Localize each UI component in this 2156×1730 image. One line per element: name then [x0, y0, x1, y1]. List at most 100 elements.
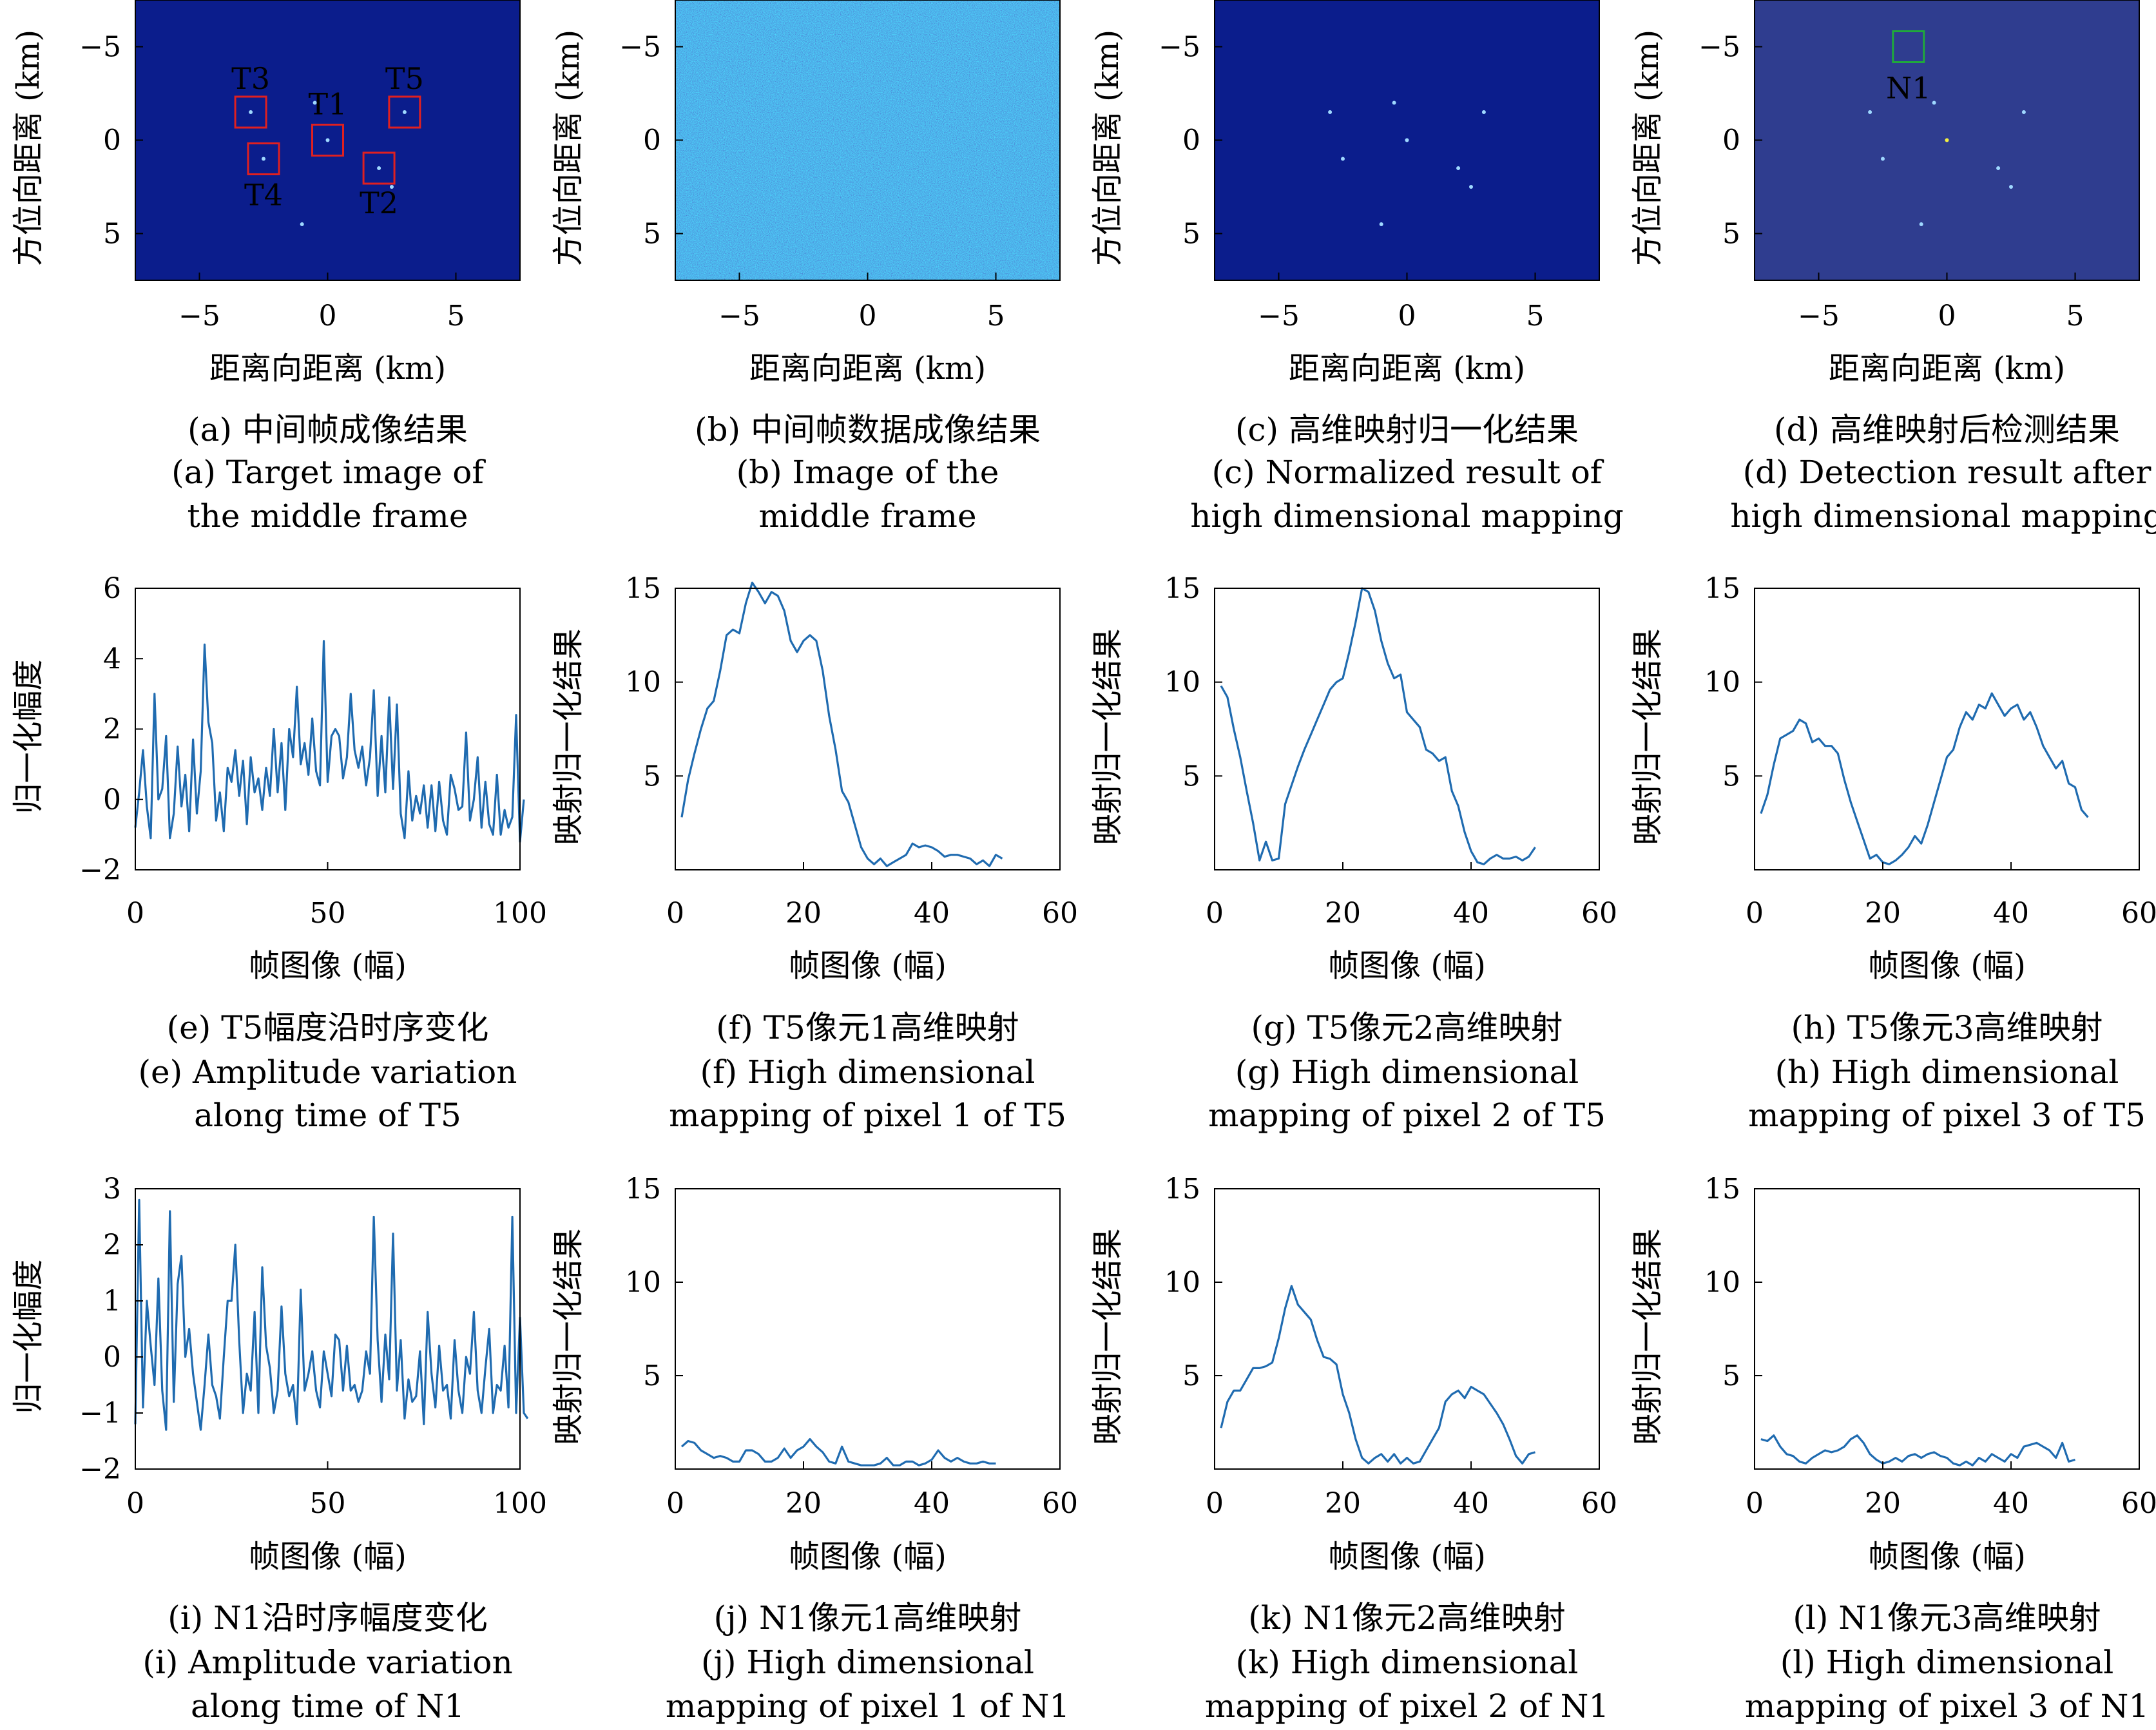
panel-i-series-line: [134, 1198, 529, 1431]
panel-f-xlabel: 帧图像 (幅): [789, 948, 947, 984]
panel-d-caption-en-1: (d) Detection result after: [1743, 454, 2151, 491]
panel-d-label-n1: N1: [1886, 71, 1931, 106]
panel-k-series-line: [1220, 1285, 1535, 1465]
panel-g-xtick-label: 20: [1325, 897, 1361, 930]
panel-i-ytick-label: 2: [103, 1229, 121, 1262]
panel-d-ytick-label: 5: [1722, 218, 1740, 251]
panel-d-ytick-label: 0: [1722, 124, 1740, 157]
panel-b-ytick-label: 0: [643, 124, 661, 157]
panel-a-caption-en-2: the middle frame: [188, 497, 468, 535]
panel-i-ytick-label: 1: [103, 1285, 121, 1318]
panel-k-xlabel: 帧图像 (幅): [1328, 1539, 1486, 1575]
panel-j-ytick-label: 5: [643, 1360, 661, 1392]
panel-f-caption-cn: (f) T5像元1高维映射: [716, 1009, 1019, 1046]
panel-i-caption-en-2: along time of N1: [191, 1687, 465, 1725]
panel-e-ytick-label: 0: [103, 783, 121, 816]
panel-a-label-t4: T4: [244, 178, 283, 213]
panel-l-caption-en-2: mapping of pixel 3 of N1: [1745, 1687, 2149, 1725]
panel-h-ytick-label: 15: [1704, 572, 1740, 605]
panel-c-xlabel: 距离向距离 (km): [1289, 351, 1525, 387]
panel-j-caption-cn: (j) N1像元1高维映射: [714, 1599, 1022, 1637]
panel-f-caption-en-1: (f) High dimensional: [700, 1053, 1035, 1091]
panel-g-caption-en-1: (g) High dimensional: [1235, 1053, 1579, 1091]
panel-k-ylabel: 映射归一化结果: [1090, 1228, 1126, 1445]
panel-a-target-dot: [377, 166, 381, 170]
panel-g-xtick-label: 40: [1453, 897, 1489, 930]
panel-j-series-line: [680, 1438, 996, 1466]
panel-c-target-dot: [1456, 166, 1461, 170]
panel-k-plot-bg: [1215, 1189, 1599, 1469]
panel-f-xtick-label: 0: [666, 897, 684, 930]
panel-h-caption-cn: (h) T5像元3高维映射: [1791, 1009, 2103, 1046]
panel-c-target-dot: [1379, 222, 1383, 226]
panel-b-xlabel: 距离向距离 (km): [749, 351, 986, 387]
panel-a-target-dot: [325, 138, 330, 142]
panel-g-ytick-label: 5: [1182, 760, 1200, 793]
panel-i-plot-bg: [135, 1189, 520, 1469]
panel-h-ylabel: 映射归一化结果: [1630, 628, 1666, 845]
panel-a-label-t2: T2: [360, 186, 398, 220]
panel-a-target-dot: [262, 157, 265, 161]
panel-j-ytick-label: 15: [625, 1173, 661, 1206]
panel-c-ytick-label: 0: [1182, 124, 1200, 157]
panel-i-xtick-label: 0: [126, 1487, 144, 1520]
panel-f-plot-bg: [675, 588, 1060, 870]
panel-e-caption-cn: (e) T5幅度沿时序变化: [167, 1009, 489, 1046]
panel-h-caption-en-2: mapping of pixel 3 of T5: [1748, 1097, 2146, 1134]
panel-a-xtick-label: 5: [447, 300, 465, 332]
panel-j-xtick-label: 20: [785, 1487, 822, 1520]
panel-c-xtick-label: 5: [1526, 300, 1545, 332]
panel-k-frame: [1214, 1188, 1600, 1470]
panel-j-plot-bg: [675, 1189, 1060, 1469]
panel-l-xtick-label: 40: [1993, 1487, 2029, 1520]
panel-f-ytick-label: 5: [643, 760, 661, 793]
panel-g-caption-cn: (g) T5像元2高维映射: [1251, 1009, 1563, 1046]
panel-h-xtick-label: 60: [2121, 897, 2156, 930]
panel-a-box-t1: [311, 124, 344, 157]
panel-j-xlabel: 帧图像 (幅): [789, 1539, 947, 1575]
panel-h-caption-en-1: (h) High dimensional: [1775, 1053, 2119, 1091]
panel-j-frame: [675, 1188, 1061, 1470]
panel-d-xtick-label: 5: [2066, 300, 2084, 332]
panel-a-box-t2: [362, 151, 396, 185]
panel-c-xtick-label: −5: [1258, 300, 1300, 332]
panel-a-label-t5: T5: [385, 61, 424, 96]
panel-g-frame: [1214, 588, 1600, 870]
panel-h-xlabel: 帧图像 (幅): [1868, 948, 2026, 984]
panel-h-ytick-label: 10: [1704, 666, 1740, 699]
panel-j-xtick-label: 0: [666, 1487, 684, 1520]
panel-h-frame: [1754, 588, 2140, 870]
panel-b-caption-cn: (b) 中间帧数据成像结果: [695, 411, 1041, 448]
panel-a-box-t3: [234, 95, 267, 129]
panel-e-caption-en-1: (e) Amplitude variation: [139, 1053, 517, 1091]
panel-i-caption-en-1: (i) Amplitude variation: [142, 1644, 512, 1681]
panel-e-ytick-label: 4: [103, 642, 121, 675]
panel-h-xtick-label: 0: [1746, 897, 1764, 930]
panel-a-ytick-label: −5: [79, 31, 121, 64]
panel-d-box-n1: [1892, 30, 1925, 63]
panel-k-xtick-label: 60: [1581, 1487, 1617, 1520]
panel-a-target-dot: [300, 222, 304, 226]
panel-c-target-dot: [1481, 110, 1486, 114]
panel-e-series-line: [134, 640, 525, 843]
panel-d-caption-en-2: high dimensional mapping: [1730, 497, 2156, 535]
panel-l-ytick-label: 5: [1722, 1360, 1740, 1392]
panel-a-xtick-label: 0: [319, 300, 337, 332]
panel-l-xtick-label: 20: [1865, 1487, 1901, 1520]
panel-j-caption-en-2: mapping of pixel 1 of N1: [666, 1687, 1070, 1725]
panel-g-xtick-label: 60: [1581, 897, 1617, 930]
panel-k-xtick-label: 40: [1453, 1487, 1489, 1520]
panel-c-target-dot: [1341, 157, 1345, 161]
panel-a-xlabel: 距离向距离 (km): [209, 351, 446, 387]
panel-a-xtick-label: −5: [178, 300, 220, 332]
panel-d-target-dot: [1868, 110, 1872, 114]
panel-e-xtick-label: 100: [493, 897, 547, 930]
panel-c-xtick-label: 0: [1398, 300, 1416, 332]
panel-a-box-t4: [247, 142, 280, 175]
panel-c-caption-en-2: high dimensional mapping: [1190, 497, 1624, 535]
panel-f-ylabel: 映射归一化结果: [550, 628, 586, 845]
panel-f-caption-en-2: mapping of pixel 1 of T5: [669, 1097, 1066, 1134]
panel-h-ytick-label: 5: [1722, 760, 1740, 793]
panel-d-target-dot: [2009, 185, 2013, 189]
